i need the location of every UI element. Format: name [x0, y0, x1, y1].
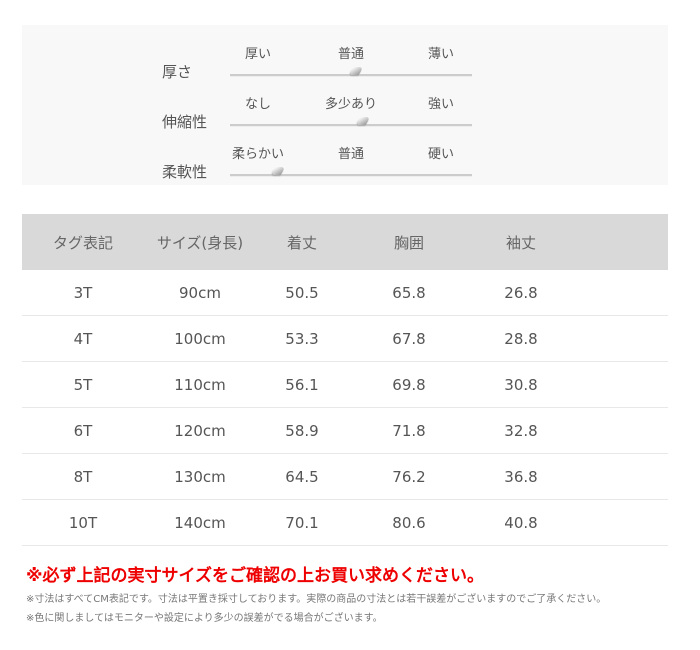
color-note: ※色に関しましてはモニターや設定により多少の誤差がでる場合がございます。	[26, 613, 383, 624]
header-spacer	[572, 214, 668, 270]
attribute-option: 厚い	[244, 47, 272, 62]
purchase-notice: ※必ず上記の実寸サイズをご確認の上お買い求めください。	[26, 566, 485, 586]
attribute-row: 厚さ 厚い 普通 薄い	[22, 33, 668, 83]
table-cell: 140cm	[144, 499, 256, 546]
attribute-label: 厚さ	[162, 63, 193, 81]
table-cell: 58.9	[256, 407, 348, 454]
table-cell-spacer	[572, 361, 668, 408]
column-header: 着丈	[256, 214, 348, 270]
table-row: 6T 120cm 58.9 71.8 32.8	[22, 407, 668, 454]
table-cell: 26.8	[470, 270, 572, 316]
measurement-note: ※寸法はすべてCM表記です。寸法は平置き採寸しております。実際の商品の寸法とは若…	[26, 594, 607, 605]
attribute-option: なし	[244, 97, 272, 112]
attribute-option: 多少あり	[324, 97, 378, 112]
table-cell: 80.6	[348, 499, 470, 546]
table-cell: 76.2	[348, 453, 470, 500]
table-cell: 69.8	[348, 361, 470, 408]
column-header: 胸囲	[348, 214, 470, 270]
table-cell: 110cm	[144, 361, 256, 408]
table-cell-spacer	[572, 499, 668, 546]
table-cell: 28.8	[470, 315, 572, 362]
attribute-option: 薄い	[427, 47, 455, 62]
table-cell: 130cm	[144, 453, 256, 500]
column-header: サイズ(身長)	[144, 214, 256, 270]
attribute-scale-track	[230, 74, 472, 77]
size-table: タグ表記 サイズ(身長) 着丈 胸囲 袖丈 3T 90cm 50.5 65.8 26.8 4T 10…	[22, 214, 668, 546]
table-cell-spacer	[572, 270, 668, 316]
table-cell-spacer	[572, 407, 668, 454]
table-cell: 67.8	[348, 315, 470, 362]
attribute-label: 伸縮性	[162, 113, 208, 131]
table-cell: 5T	[22, 361, 144, 408]
table-cell: 65.8	[348, 270, 470, 316]
table-cell: 50.5	[256, 270, 348, 316]
table-cell: 70.1	[256, 499, 348, 546]
attribute-option: 強い	[427, 97, 455, 112]
table-cell: 100cm	[144, 315, 256, 362]
attribute-option: 柔らかい	[231, 147, 285, 162]
table-header-row: タグ表記 サイズ(身長) 着丈 胸囲 袖丈	[22, 214, 668, 270]
table-cell: 64.5	[256, 453, 348, 500]
table-cell: 71.8	[348, 407, 470, 454]
column-header: 袖丈	[470, 214, 572, 270]
table-cell-spacer	[572, 453, 668, 500]
column-header: タグ表記	[22, 214, 144, 270]
attribute-option: 普通	[337, 47, 365, 62]
table-row: 4T 100cm 53.3 67.8 28.8	[22, 315, 668, 362]
table-cell: 3T	[22, 270, 144, 316]
table-cell: 4T	[22, 315, 144, 362]
fabric-attributes-panel: 厚さ 厚い 普通 薄い 伸縮性 なし 多少あり 強い 柔軟性 柔らかい 普通 硬い	[22, 25, 668, 185]
table-cell: 90cm	[144, 270, 256, 316]
table-cell: 56.1	[256, 361, 348, 408]
table-row: 5T 110cm 56.1 69.8 30.8	[22, 361, 668, 408]
table-cell: 10T	[22, 499, 144, 546]
attribute-scale-track	[230, 124, 472, 127]
attribute-label: 柔軟性	[162, 163, 208, 181]
table-row: 10T 140cm 70.1 80.6 40.8	[22, 499, 668, 546]
attribute-row: 柔軟性 柔らかい 普通 硬い	[22, 133, 668, 183]
attribute-option: 普通	[337, 147, 365, 162]
table-row: 8T 130cm 64.5 76.2 36.8	[22, 453, 668, 500]
table-cell: 53.3	[256, 315, 348, 362]
table-cell: 40.8	[470, 499, 572, 546]
table-cell-spacer	[572, 315, 668, 362]
table-cell: 36.8	[470, 453, 572, 500]
attribute-row: 伸縮性 なし 多少あり 強い	[22, 83, 668, 133]
table-row: 3T 90cm 50.5 65.8 26.8	[22, 270, 668, 316]
attribute-scale-track	[230, 174, 472, 177]
table-cell: 120cm	[144, 407, 256, 454]
table-cell: 6T	[22, 407, 144, 454]
attribute-option: 硬い	[427, 147, 455, 162]
table-cell: 32.8	[470, 407, 572, 454]
table-cell: 8T	[22, 453, 144, 500]
table-cell: 30.8	[470, 361, 572, 408]
